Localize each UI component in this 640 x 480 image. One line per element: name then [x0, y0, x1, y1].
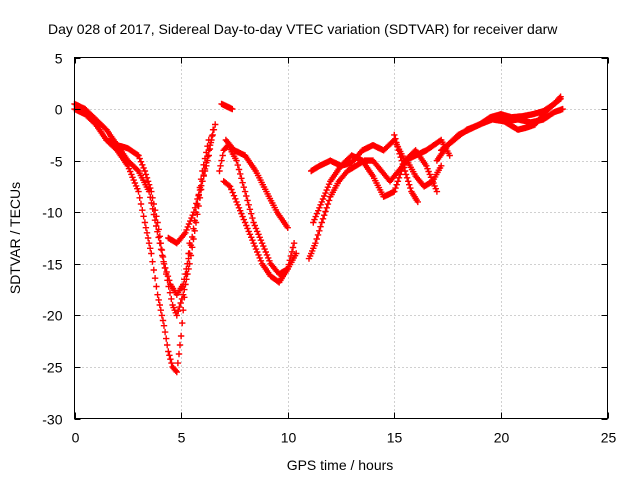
data-point-markers [308, 136, 453, 175]
y-tick-label: 0 [55, 102, 63, 118]
data-point-markers [165, 126, 217, 247]
data-series [71, 93, 566, 376]
series-track-13 [433, 95, 564, 164]
series-track-4 [165, 126, 217, 247]
series-track-9 [305, 157, 445, 262]
y-tick-label: -30 [42, 412, 62, 428]
series-track-7 [222, 136, 291, 231]
series-track-6 [220, 178, 298, 286]
series-track-12 [391, 131, 421, 206]
data-point-markers [433, 95, 564, 164]
x-tick-label: 15 [387, 430, 403, 446]
data-point-markers [391, 131, 421, 206]
x-tick-label: 10 [281, 430, 297, 446]
grid [74, 57, 608, 419]
data-point-markers [103, 136, 212, 298]
y-tick-label: -20 [42, 308, 62, 324]
data-point-markers [222, 136, 291, 231]
x-tick-label: 20 [494, 430, 510, 446]
data-point-markers [220, 178, 298, 286]
series-track-8 [218, 100, 236, 113]
y-tick-label: -10 [42, 205, 62, 221]
y-tick-label: -25 [42, 360, 62, 376]
y-tick-label: -5 [50, 154, 63, 170]
x-axis-label: GPS time / hours [287, 457, 394, 473]
plot-frame [74, 57, 608, 419]
series-track-3 [103, 136, 212, 298]
axis-ticks: 0 5 10 15 20 25 5 0 -5 -10 -15 -20 -25 -30 [42, 51, 616, 446]
series-track-15 [497, 93, 564, 133]
x-tick-label: 5 [178, 430, 186, 446]
chart-title: Day 028 of 2017, Sidereal Day-to-day VTE… [48, 21, 558, 37]
x-tick-label: 0 [72, 430, 80, 446]
data-point-markers [218, 100, 236, 113]
data-point-markers [497, 93, 564, 133]
y-tick-label: -15 [42, 257, 62, 273]
data-point-markers [305, 157, 445, 262]
x-tick-label: 25 [601, 430, 617, 446]
y-axis-label: SDTVAR / TECUs [7, 182, 23, 294]
series-track-11 [308, 136, 453, 175]
y-tick-label: 5 [55, 51, 63, 67]
